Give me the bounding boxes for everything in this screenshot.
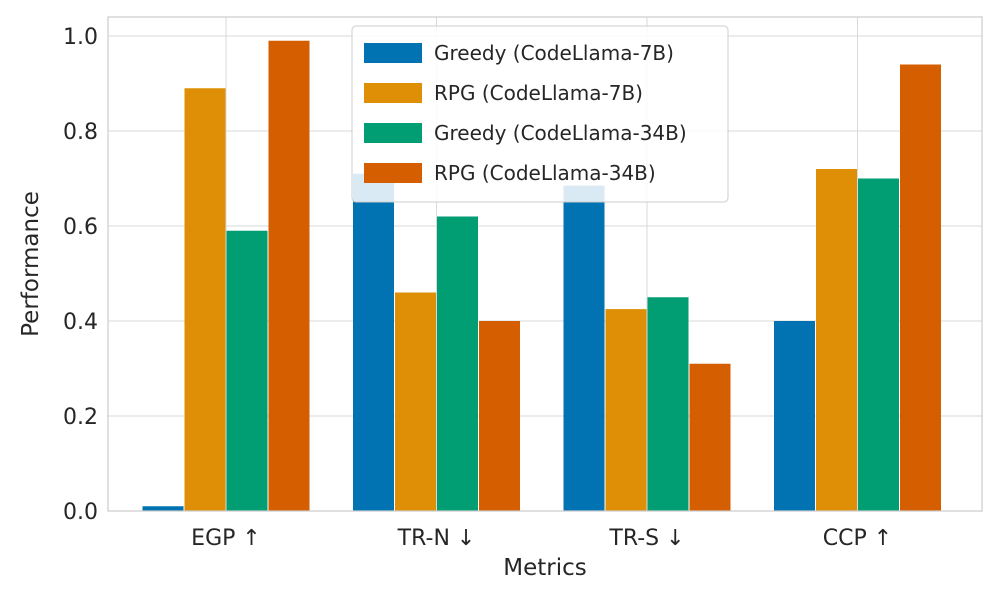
y-tick-label: 0.2	[63, 405, 98, 430]
bar	[647, 297, 689, 511]
bar	[563, 185, 605, 511]
y-axis-label: Performance	[18, 191, 44, 337]
x-tick-label: TR-S ↓	[608, 526, 684, 551]
y-tick-label: 0.4	[63, 310, 98, 335]
bars	[142, 40, 941, 511]
x-axis-ticks: EGP ↑ TR-N ↓ TR-S ↓ CCP ↑	[191, 526, 892, 551]
legend-swatch	[364, 123, 422, 143]
y-tick-label: 1.0	[63, 25, 98, 50]
legend-label: Greedy (CodeLlama-7B)	[434, 41, 674, 65]
y-axis-ticks: 0.0 0.2 0.4 0.6 0.8 1.0	[63, 25, 98, 525]
bar	[226, 230, 268, 511]
legend-swatch	[364, 43, 422, 63]
x-tick-label: EGP ↑	[191, 526, 261, 551]
legend-label: RPG (CodeLlama-7B)	[434, 81, 643, 105]
bar	[479, 321, 520, 511]
bar	[605, 309, 647, 511]
legend-label: RPG (CodeLlama-34B)	[434, 161, 656, 185]
legend-box	[351, 25, 729, 203]
bar	[774, 321, 815, 511]
legend: Greedy (CodeLlama-7B) RPG (CodeLlama-7B) G…	[351, 25, 729, 203]
bar	[142, 506, 184, 511]
bar	[437, 216, 478, 511]
bar	[900, 64, 941, 511]
bar	[858, 178, 899, 511]
y-tick-label: 0.8	[63, 120, 98, 145]
bar	[268, 40, 310, 511]
y-tick-label: 0.0	[63, 500, 98, 525]
bar	[689, 363, 731, 511]
legend-swatch	[364, 163, 422, 183]
bar	[816, 169, 857, 511]
x-axis-label: Metrics	[503, 555, 587, 581]
x-tick-label: CCP ↑	[823, 526, 892, 551]
plot-frame	[107, 16, 983, 512]
bar	[395, 292, 436, 511]
x-tick-label: TR-N ↓	[397, 526, 476, 551]
legend-swatch	[364, 83, 422, 103]
legend-label: Greedy (CodeLlama-34B)	[434, 121, 687, 145]
bar	[353, 173, 394, 511]
bar	[184, 88, 226, 511]
y-tick-label: 0.6	[63, 215, 98, 240]
